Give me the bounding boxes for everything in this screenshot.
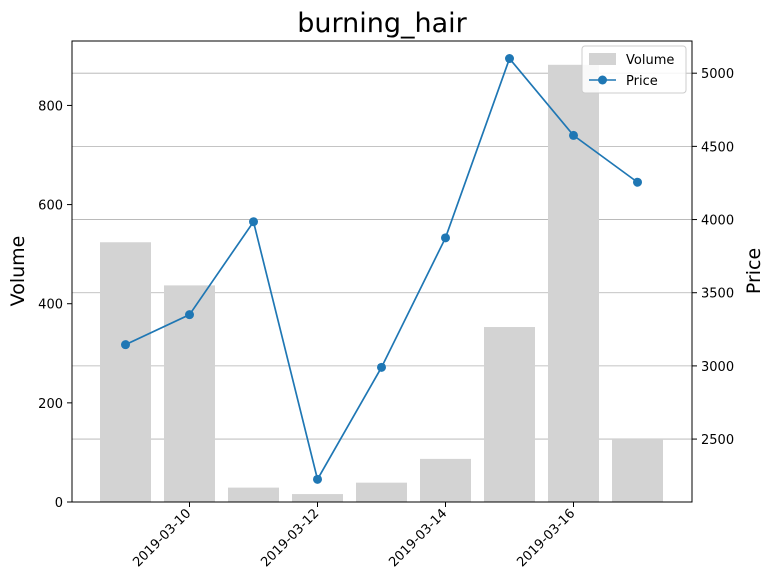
right-axis-label: Price <box>743 248 765 294</box>
right-tick-label: 3000 <box>701 360 734 375</box>
left-tick-label: 0 <box>55 496 63 511</box>
legend-price-label: Price <box>626 74 658 89</box>
volume-bars <box>100 64 663 502</box>
right-tick-label: 3500 <box>701 287 734 302</box>
price-point <box>121 340 130 350</box>
volume-bar <box>548 64 599 502</box>
volume-bar <box>228 487 279 502</box>
volume-bar <box>612 439 663 502</box>
volume-bar <box>420 458 471 502</box>
price-point <box>633 177 642 187</box>
left-axis-label: Volume <box>7 236 29 307</box>
price-point <box>377 362 386 372</box>
plot-frame <box>71 40 693 503</box>
legend-volume-swatch <box>589 53 616 65</box>
right-tick-label: 4000 <box>701 214 734 229</box>
left-tick-label: 600 <box>38 199 63 214</box>
right-tick-label: 4500 <box>701 140 734 155</box>
x-tick-label: 2019-03-10 <box>130 506 194 570</box>
price-point <box>313 474 322 484</box>
legend: Volume Price <box>581 45 687 94</box>
volume-bar <box>484 327 535 502</box>
volume-bar <box>100 242 151 502</box>
legend-volume-label: Volume <box>626 53 674 68</box>
legend-price-marker <box>598 75 607 85</box>
price-point <box>505 54 514 64</box>
right-axis: 2500 3000 3500 4000 4500 5000 <box>692 67 734 448</box>
price-point <box>185 310 194 320</box>
volume-bar <box>292 494 343 502</box>
left-tick-label: 200 <box>38 397 63 412</box>
volume-bar <box>164 285 215 502</box>
left-tick-label: 800 <box>38 99 63 114</box>
price-point <box>569 130 578 140</box>
price-line <box>121 54 642 484</box>
x-tick-label: 2019-03-16 <box>514 506 578 570</box>
right-tick-label: 5000 <box>701 67 734 82</box>
chart-title: burning_hair <box>297 8 467 39</box>
right-tick-label: 2500 <box>701 433 734 448</box>
left-axis: 0 200 400 600 800 <box>38 99 72 511</box>
x-tick-label: 2019-03-12 <box>258 506 322 570</box>
left-tick-label: 400 <box>38 298 63 313</box>
x-axis: 2019-03-10 2019-03-12 2019-03-14 2019-03-16 <box>130 502 578 570</box>
price-point <box>441 233 450 243</box>
volume-bar <box>356 482 407 502</box>
price-point <box>249 217 258 227</box>
x-tick-label: 2019-03-14 <box>386 506 450 570</box>
